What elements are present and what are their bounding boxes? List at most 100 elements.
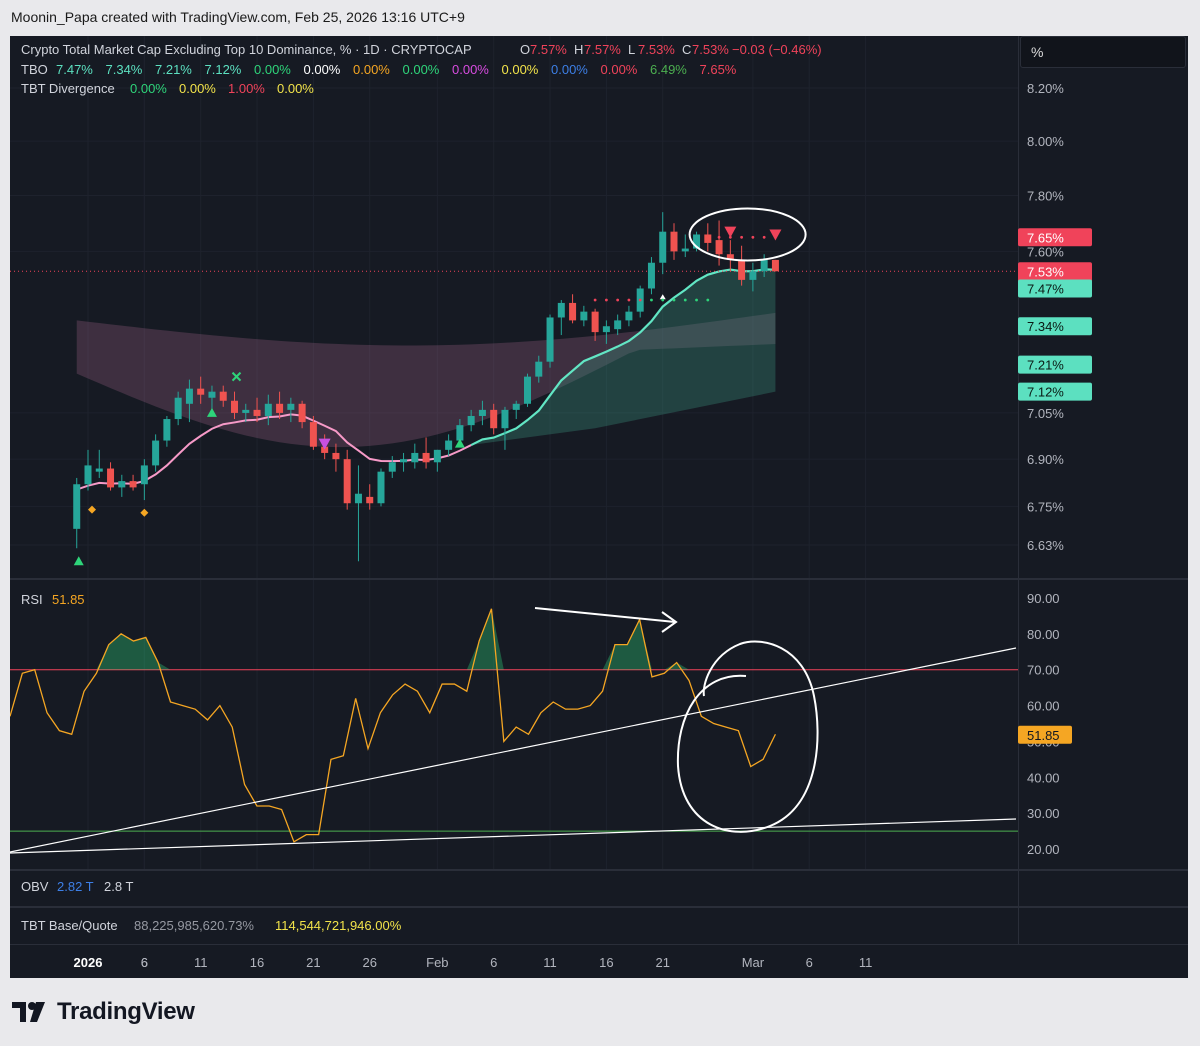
sell-signal-triangle-icon — [724, 226, 737, 238]
candle-body — [140, 465, 148, 485]
candle-body — [478, 409, 486, 416]
legend-tbo-value: 0.00% — [502, 62, 539, 77]
candle-body — [693, 234, 701, 249]
candle[interactable] — [174, 391, 182, 426]
time-tick-label: 16 — [250, 955, 264, 970]
candle[interactable] — [704, 223, 712, 252]
candle-body — [738, 259, 746, 280]
price-unit-box[interactable]: % — [1020, 36, 1186, 68]
candle[interactable] — [524, 373, 531, 407]
tbo-cloud-teal — [471, 269, 776, 446]
price-tick-label: 7.60% — [1027, 244, 1064, 259]
legend-tbo-value: 0.00% — [403, 62, 440, 77]
chart-area[interactable]: 8.20% 8.00% 7.80% 7.60% 7.05% 6.90% 6.75% 6.63%… — [10, 36, 1188, 978]
pivot-dot — [706, 298, 710, 302]
time-tick-label: 16 — [599, 955, 613, 970]
candle[interactable] — [557, 300, 565, 336]
candle[interactable] — [422, 437, 430, 469]
candle[interactable] — [411, 443, 419, 469]
candle[interactable] — [760, 254, 768, 278]
legend-tbo-value: 0.00% — [304, 62, 341, 77]
candle[interactable] — [467, 409, 475, 432]
candle[interactable] — [377, 468, 385, 507]
candle[interactable] — [625, 305, 633, 327]
candle[interactable] — [400, 452, 408, 472]
candle[interactable] — [140, 459, 148, 501]
candle-body — [456, 425, 464, 441]
candle-body — [490, 409, 498, 429]
candle[interactable] — [388, 456, 396, 478]
price-tick-label: 7.80% — [1027, 189, 1064, 204]
candle[interactable] — [580, 305, 588, 327]
candle[interactable] — [445, 434, 453, 457]
candle[interactable] — [715, 220, 723, 266]
candle[interactable] — [253, 397, 261, 423]
candle[interactable] — [332, 443, 340, 472]
candle[interactable] — [343, 449, 351, 510]
candle[interactable] — [614, 314, 622, 336]
price-badge-bg — [1018, 355, 1092, 374]
candle[interactable] — [512, 400, 520, 420]
legend-tbo-value: 7.65% — [700, 62, 737, 77]
white-marker-icon — [659, 294, 666, 300]
candle[interactable] — [107, 462, 115, 491]
price-badge-text: 7.34% — [1027, 319, 1064, 334]
candle[interactable] — [264, 394, 272, 426]
candle[interactable] — [298, 400, 306, 429]
candle[interactable] — [490, 403, 498, 435]
candle[interactable] — [433, 449, 441, 472]
candle[interactable] — [366, 484, 374, 510]
tbo-cloud-mauve — [76, 312, 776, 448]
price-tick-label: 6.63% — [1027, 538, 1064, 553]
pivot-dot — [695, 298, 698, 302]
candle[interactable] — [681, 234, 689, 258]
basequote-label: TBT Base/Quote — [21, 918, 118, 933]
candle[interactable] — [276, 391, 284, 420]
candle-body — [343, 459, 351, 504]
candle[interactable] — [670, 223, 678, 260]
candle[interactable] — [231, 391, 238, 420]
chart-svg[interactable]: 8.20% 8.00% 7.80% 7.60% 7.05% 6.90% 6.75% 6.63%… — [10, 36, 1188, 978]
pivot-dot — [638, 298, 642, 302]
candle[interactable] — [163, 415, 171, 447]
candle[interactable] — [569, 294, 577, 324]
price-tick-label: 6.75% — [1027, 499, 1064, 514]
candle-body — [400, 459, 408, 463]
candle[interactable] — [95, 449, 103, 478]
candle[interactable] — [738, 245, 746, 286]
candle-body — [95, 468, 103, 472]
pivot-dot — [593, 298, 597, 302]
candle[interactable] — [84, 449, 92, 491]
candle[interactable] — [546, 314, 554, 368]
candle[interactable] — [309, 415, 317, 450]
candle[interactable] — [501, 406, 509, 450]
candle[interactable] — [197, 376, 205, 404]
candle[interactable] — [118, 474, 126, 497]
candle[interactable] — [749, 262, 757, 292]
candle-body — [411, 452, 419, 463]
candle[interactable] — [242, 403, 250, 423]
candle[interactable] — [771, 259, 779, 272]
candle[interactable] — [636, 285, 644, 318]
candle[interactable] — [129, 474, 137, 491]
candle[interactable] — [591, 308, 599, 341]
candle[interactable] — [535, 355, 543, 383]
candle[interactable] — [73, 477, 81, 549]
legend-tbo-value: 0.00% — [601, 62, 638, 77]
candle[interactable] — [185, 379, 193, 423]
candle[interactable] — [659, 212, 667, 275]
candle[interactable] — [287, 397, 295, 423]
candle-body — [242, 409, 250, 413]
legend-tbt-div-value: 0.00% — [277, 81, 314, 96]
time-tick-label: 11 — [859, 955, 873, 970]
candle[interactable] — [602, 320, 610, 344]
candle[interactable] — [152, 434, 160, 472]
candle[interactable] — [354, 465, 362, 562]
candle[interactable] — [478, 400, 486, 426]
candle[interactable] — [219, 385, 227, 407]
price-tick-label: 7.05% — [1027, 406, 1064, 421]
candle[interactable] — [208, 385, 216, 410]
candle[interactable] — [726, 240, 734, 272]
candle-body — [107, 468, 115, 488]
candle[interactable] — [647, 257, 655, 295]
